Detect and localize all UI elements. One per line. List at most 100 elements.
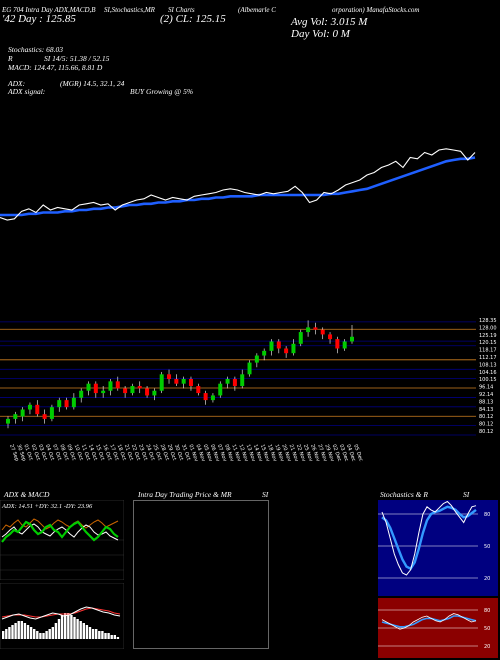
y-tick-label: 120.15 (479, 340, 497, 346)
candle-body (262, 350, 267, 356)
date-label: 01 Nov (187, 444, 199, 463)
header-close-price: (2) CL: 125.15 (160, 13, 226, 25)
header-top-mid-2: SI Charts (168, 6, 195, 14)
date-label: 21 Nov (288, 444, 300, 463)
candle-body (64, 400, 69, 408)
macd-histogram-bar (2, 631, 5, 639)
macd-histogram-bar (85, 625, 89, 639)
date-label: 30 Oct (173, 444, 184, 462)
macd-histogram-bar (20, 621, 23, 639)
candle-body (20, 409, 25, 417)
candle-body (240, 374, 245, 387)
candle-body (159, 374, 164, 391)
candle-body (350, 336, 354, 342)
candle-body (108, 381, 113, 391)
adx-orange-line (1, 518, 119, 531)
candle-body (6, 418, 10, 424)
y-tick-label: 80.12 (479, 429, 493, 435)
candle-body (57, 400, 62, 408)
macd-histogram-bar (11, 625, 14, 639)
date-label: 29 Nov (323, 444, 335, 463)
date-label: 03 Dec (338, 444, 350, 463)
adx-values-label: ADX: 14.51 +DY: 32.1 -DY: 23.96 (2, 503, 93, 510)
price-ma-line-chart (0, 148, 476, 221)
date-label: 09 Oct (65, 444, 76, 462)
candle-body (174, 379, 179, 384)
candle-body (218, 383, 223, 396)
macd-stat: MACD: 124.47, 115.66, 8.81 D (8, 63, 103, 72)
date-label: 01 Oct (22, 444, 33, 462)
header-company-2: orporation) ManafaStocks.com (332, 6, 420, 14)
date-label: 27 Sep (8, 444, 20, 462)
stoch-k-line (381, 500, 477, 576)
stoch-tick-label: 50 (484, 544, 490, 550)
candle-body (306, 327, 311, 333)
date-label: 12 Nov (237, 444, 249, 463)
macd-histogram-bar (76, 619, 79, 639)
rsi-stat: SI 14/5: 51.38 / 52.15 (44, 54, 110, 63)
candle-body (269, 341, 274, 351)
macd-histogram-bar (42, 633, 45, 639)
date-label: 24 Oct (144, 444, 155, 462)
macd-histogram-bar (45, 631, 48, 639)
macd-histogram-bar (8, 627, 11, 639)
adx-mgr-stat: (MGR) 14.5, 32.1, 24 (60, 79, 125, 88)
date-label: 05 Dec (352, 444, 364, 463)
macd-histogram-bar (48, 629, 51, 639)
candle-body (130, 386, 135, 394)
rsi-prefix: R (8, 54, 13, 63)
y-tick-label: 92.14 (479, 392, 493, 398)
rsi-tick-label: 20 (484, 644, 490, 650)
macd-histogram-bar (79, 621, 82, 639)
date-label: 10 Oct (73, 444, 84, 462)
y-tick-label: 80.12 (479, 422, 493, 428)
candle-body (137, 386, 142, 389)
candle-body (210, 395, 215, 401)
date-label: 21 Oct (123, 444, 134, 462)
candle-body (42, 414, 47, 419)
y-tick-label: 118.17 (479, 348, 497, 354)
stochastics-stat: Stochastics: 68.03 (8, 45, 63, 54)
y-tick-label: 88.13 (479, 399, 493, 405)
macd-histogram-bar (64, 613, 67, 639)
macd-histogram-bar (39, 633, 42, 639)
macd-histogram-bar (36, 631, 39, 639)
candle-body (145, 388, 150, 396)
macd-histogram-bar (101, 631, 104, 639)
macd-histogram-bar (29, 627, 33, 639)
intraday-panel (133, 500, 269, 649)
date-label: 08 Nov (223, 444, 235, 463)
date-label: 18 Nov (266, 444, 278, 463)
candle-body (196, 386, 201, 394)
macd-histogram-bar (23, 623, 27, 639)
date-label: 11 Oct (80, 444, 91, 462)
y-tick-label: 100.15 (479, 377, 497, 383)
date-label: 30 Sep (15, 444, 27, 462)
candle-body (115, 381, 120, 389)
macd-histogram-bar (113, 635, 116, 639)
candle-body (35, 404, 40, 415)
date-label: 03 Oct (37, 444, 48, 462)
date-label: 28 Oct (159, 444, 170, 462)
candle-body (320, 329, 325, 335)
price-line (0, 148, 476, 221)
y-tick-label: 104.16 (479, 370, 497, 376)
date-label: 22 Nov (295, 444, 307, 463)
date-label: 18 Oct (116, 444, 127, 462)
date-label: 14 Oct (87, 444, 98, 462)
macd-histogram-bar (57, 619, 61, 639)
date-label: 04 Nov (194, 444, 206, 463)
macd-panel (0, 583, 124, 649)
adx-signal-label: ADX signal: (8, 87, 46, 96)
candle-body (123, 388, 128, 394)
adx-green-line (1, 520, 119, 543)
candle-body (284, 348, 289, 354)
candle-body (298, 332, 303, 344)
y-tick-label: 112.17 (479, 355, 497, 361)
y-tick-label: 84.13 (479, 407, 493, 413)
stoch-tick-label: 80 (484, 512, 490, 518)
macd-histogram-bar (116, 637, 120, 639)
candle-body (276, 341, 281, 349)
intraday-title: Intra Day Trading Price & MR (138, 490, 232, 499)
y-tick-label: 128.00 (479, 325, 497, 331)
